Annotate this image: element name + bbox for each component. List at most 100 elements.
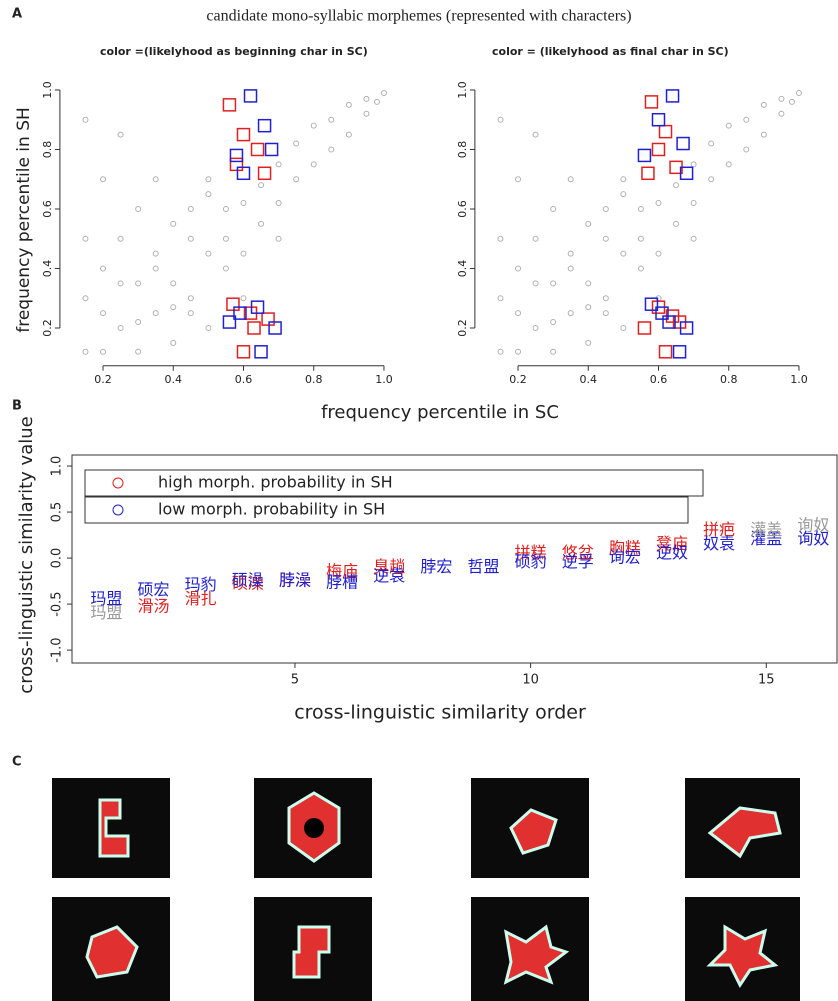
point xyxy=(187,310,194,317)
point xyxy=(497,116,504,123)
point xyxy=(100,176,107,183)
x-axis-label: frequency percentile in SC xyxy=(321,402,559,423)
char-mark xyxy=(264,142,279,157)
legend-marker xyxy=(112,477,124,489)
point-label: 胸糕 xyxy=(609,538,641,557)
point xyxy=(637,205,644,212)
point-label: 哲盟 xyxy=(467,557,499,576)
point xyxy=(170,220,177,227)
char-mark xyxy=(268,321,282,335)
point xyxy=(567,310,574,317)
x-tick-label: 0.2 xyxy=(94,373,112,386)
legend-label: low morph. probability in SH xyxy=(158,500,385,519)
point xyxy=(550,280,557,287)
point xyxy=(82,116,89,123)
point-label: 询奴 xyxy=(797,515,829,534)
panel-label: C xyxy=(12,755,22,770)
point-label: 梅庙 xyxy=(326,561,358,580)
point xyxy=(135,205,142,212)
point xyxy=(515,176,522,183)
point xyxy=(135,280,142,287)
point-label: 逆袁 xyxy=(373,566,405,585)
point xyxy=(275,200,282,207)
point xyxy=(567,265,574,272)
point xyxy=(363,110,370,117)
point xyxy=(100,348,107,355)
point xyxy=(637,235,644,242)
x-tick-label: 0.6 xyxy=(235,373,253,386)
y-tick-label: 0.5 xyxy=(50,502,65,523)
point xyxy=(673,220,680,227)
subtitle: color =(likelyhood as beginning char in … xyxy=(100,45,368,58)
point xyxy=(135,319,142,326)
char-mark xyxy=(658,124,673,139)
point-label: 灌盖 xyxy=(750,520,782,539)
y-tick-label: 1.0 xyxy=(41,81,54,99)
char-mark xyxy=(672,345,687,359)
point-label: 玛盟 xyxy=(90,603,122,622)
point xyxy=(170,304,177,311)
point xyxy=(373,98,380,105)
char-mark xyxy=(651,142,666,157)
point xyxy=(585,280,592,287)
y-tick-label: 0.0 xyxy=(50,548,65,569)
point-label: 悠盆 xyxy=(562,543,594,562)
point xyxy=(708,176,715,183)
char-mark xyxy=(222,315,237,329)
x-tick-label: 0.8 xyxy=(720,373,738,386)
char-mark xyxy=(222,98,237,112)
y-tick-label: -1.0 xyxy=(50,637,65,662)
point-label: 玛盟 xyxy=(90,589,122,608)
point xyxy=(497,348,504,355)
point xyxy=(240,295,247,302)
point-label: 硕澡 xyxy=(232,573,264,592)
point xyxy=(222,265,229,272)
point-label: 硕澡 xyxy=(232,571,264,590)
point xyxy=(82,295,89,302)
y-tick-label: 0.2 xyxy=(41,319,54,337)
char-mark xyxy=(637,148,652,163)
char-mark xyxy=(254,345,268,359)
point xyxy=(788,98,795,105)
point xyxy=(275,235,282,242)
legend-label: high morph. probability in SH xyxy=(158,473,393,492)
point-label: 询宏 xyxy=(609,548,641,567)
point xyxy=(152,250,159,257)
char-mark xyxy=(243,89,258,103)
point xyxy=(637,265,644,272)
char-mark xyxy=(236,127,251,142)
point xyxy=(100,265,107,272)
figure-title: candidate mono-syllabic morphemes (repre… xyxy=(206,8,631,25)
point xyxy=(550,319,557,326)
point xyxy=(585,304,592,311)
legend-marker xyxy=(112,504,124,516)
point-label: 硕豹 xyxy=(515,552,547,571)
point xyxy=(567,176,574,183)
point xyxy=(328,146,335,153)
point xyxy=(205,176,212,183)
point xyxy=(100,310,107,317)
x-tick-label: 0.6 xyxy=(650,373,668,386)
y-tick-label: 0.8 xyxy=(456,141,469,159)
y-tick-label: 0.4 xyxy=(456,260,469,278)
point xyxy=(690,161,697,168)
point xyxy=(620,324,627,331)
point xyxy=(760,101,767,108)
point xyxy=(532,235,539,242)
y-tick-label: -0.5 xyxy=(50,591,65,616)
point xyxy=(187,235,194,242)
point xyxy=(205,191,212,198)
point xyxy=(117,131,124,138)
y-tick-label: 0.4 xyxy=(41,260,54,278)
point xyxy=(690,200,697,207)
point-label: 脖澡 xyxy=(279,571,311,590)
x-tick-label: 15 xyxy=(758,673,775,688)
point xyxy=(602,205,609,212)
char-mark xyxy=(233,306,247,320)
y-tick-label: 0.8 xyxy=(41,141,54,159)
point xyxy=(275,161,282,168)
char-mark xyxy=(257,166,272,181)
char-mark xyxy=(641,166,655,181)
point xyxy=(497,295,504,302)
legend-box xyxy=(84,496,689,524)
